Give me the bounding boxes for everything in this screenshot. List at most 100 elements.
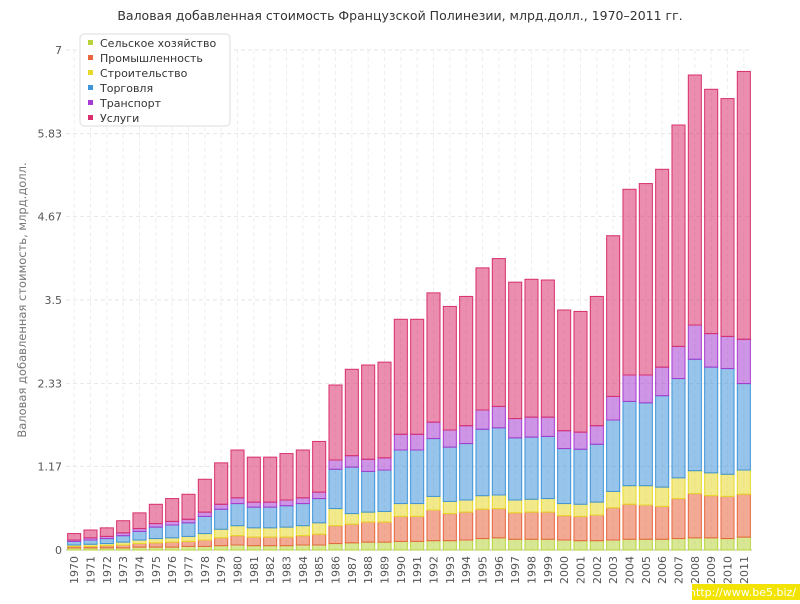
bar-segment xyxy=(442,305,457,431)
bar-segment xyxy=(720,98,735,337)
bar-segment xyxy=(165,520,180,526)
bar-segment xyxy=(491,258,506,407)
bar-segment xyxy=(557,503,572,517)
y-tick-label: 3.5 xyxy=(45,294,63,307)
x-tick-label: 1993 xyxy=(444,556,457,584)
bar-segment xyxy=(720,495,735,540)
bar-segment xyxy=(148,526,163,540)
x-tick-label: 1986 xyxy=(330,556,343,584)
x-tick-label: 1999 xyxy=(542,556,555,584)
bar-segment xyxy=(99,538,114,545)
x-tick-label: 1998 xyxy=(526,556,539,584)
x-tick-label: 1992 xyxy=(428,556,441,584)
bar-segment xyxy=(197,539,212,547)
bar-segment xyxy=(704,537,719,551)
bar-segment xyxy=(328,384,343,461)
bar-segment xyxy=(410,449,425,505)
bar-segment xyxy=(638,402,653,487)
bar-segment xyxy=(524,436,539,500)
bar-segment xyxy=(295,503,310,527)
x-tick-label: 2008 xyxy=(689,556,702,584)
bar-segment xyxy=(116,520,131,534)
bar-segment xyxy=(475,267,490,411)
bar-segment xyxy=(393,503,408,517)
bar-segment xyxy=(361,364,376,460)
bar-segment xyxy=(377,510,392,523)
bar-segment xyxy=(671,498,686,540)
bar-segment xyxy=(687,324,702,360)
bar-segment xyxy=(148,542,163,548)
bar-segment xyxy=(246,545,261,551)
bar-segment xyxy=(704,333,719,368)
bar-segment xyxy=(720,538,735,551)
bar-segment xyxy=(83,529,98,539)
x-tick-label: 1996 xyxy=(493,556,506,584)
bar-segment xyxy=(165,541,180,548)
bar-segment xyxy=(165,537,180,543)
bar-segment xyxy=(361,511,376,523)
bar-segment xyxy=(132,530,147,541)
legend-swatch xyxy=(88,70,93,75)
x-tick-label: 1985 xyxy=(313,556,326,584)
bar-segment xyxy=(393,318,408,435)
bar-segment xyxy=(704,366,719,474)
bar-segment xyxy=(410,515,425,542)
bar-segment xyxy=(491,537,506,551)
x-tick-label: 1989 xyxy=(379,556,392,584)
bar-segment xyxy=(148,523,163,528)
bar-segment xyxy=(328,543,343,551)
bar-segment xyxy=(230,544,245,551)
bar-segment xyxy=(344,466,359,515)
bar-segment xyxy=(736,383,751,471)
bar-segment xyxy=(344,368,359,457)
bar-segment xyxy=(442,540,457,551)
legend-swatch xyxy=(88,85,93,90)
bar-segment xyxy=(736,338,751,385)
bar-segment xyxy=(426,292,441,423)
y-tick-label: 2.33 xyxy=(38,378,63,391)
bar-segment xyxy=(622,503,637,540)
bar-segment xyxy=(410,540,425,551)
bar-segment xyxy=(393,449,408,505)
y-axis-label: Валовая добавленная стоимость, млрд.долл… xyxy=(15,162,29,437)
bar-segment xyxy=(279,453,294,501)
bar-segment xyxy=(589,540,604,551)
x-tick-label: 1982 xyxy=(264,556,277,584)
bar-segment xyxy=(606,539,621,551)
bar-segment xyxy=(328,459,343,470)
bar-segment xyxy=(312,491,327,500)
bar-segment xyxy=(181,535,196,542)
bar-segment xyxy=(344,455,359,468)
bar-segment xyxy=(589,514,604,542)
bar-segment xyxy=(312,498,327,524)
bar-segment xyxy=(197,545,212,551)
x-tick-label: 1978 xyxy=(199,556,212,584)
bar-segment xyxy=(475,409,490,430)
bar-segment xyxy=(214,508,229,530)
x-tick-label: 2003 xyxy=(607,556,620,584)
bar-segment xyxy=(475,428,490,497)
bar-segment xyxy=(475,538,490,551)
bar-segment xyxy=(491,494,506,510)
x-tick-label: 1981 xyxy=(248,556,261,584)
bar-segment xyxy=(442,446,457,502)
bar-segment xyxy=(361,541,376,551)
bar-segment xyxy=(230,497,245,505)
x-tick-label: 1975 xyxy=(150,556,163,584)
bar-segment xyxy=(230,535,245,546)
bar-segment xyxy=(573,448,588,505)
bar-segment xyxy=(557,430,572,450)
bar-segment xyxy=(655,366,670,397)
bar-segment xyxy=(638,183,653,376)
bar-segment xyxy=(736,70,751,340)
bar-segment xyxy=(263,545,278,551)
bar-segment xyxy=(148,503,163,525)
bar-segment xyxy=(344,523,359,544)
bar-segment xyxy=(132,543,147,548)
bar-segment xyxy=(295,544,310,551)
bar-segment xyxy=(410,433,425,451)
bar-segment xyxy=(377,469,392,512)
bar-segment xyxy=(687,358,702,472)
watermark: http://www.be5.biz/ xyxy=(689,586,796,599)
